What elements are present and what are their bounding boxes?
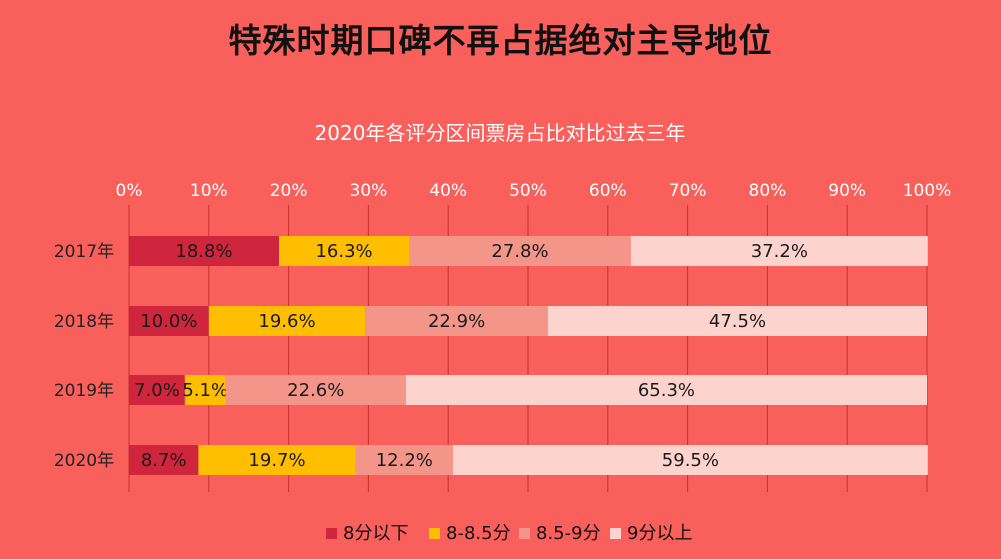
x-axis-ticks: 0% 10% 20% 30% 40% 50% 60% 70% 80% 90% 100% xyxy=(116,181,952,201)
data-label: 22.6% xyxy=(287,380,344,401)
bar-segment xyxy=(184,375,226,405)
bar-segment xyxy=(452,445,928,475)
page-title: 特殊时期口碑不再占据绝对主导地位 xyxy=(228,21,773,60)
data-label: 16.3% xyxy=(315,241,372,262)
data-label: 19.7% xyxy=(248,450,305,471)
data-label: 19.6% xyxy=(258,311,315,332)
bars: 18.8% 16.3% 27.8% 37.2% 10.0% 19.6% 22.9% 47.5%… xyxy=(129,236,928,475)
data-label: 5.1% xyxy=(182,380,228,401)
category-label: 2018年 xyxy=(54,312,114,332)
bar-segment xyxy=(198,445,356,475)
data-label: 12.2% xyxy=(376,450,433,471)
category-label: 2020年 xyxy=(54,451,114,471)
chart-title: 2020年各评分区间票房占比对比过去三年 xyxy=(315,121,686,145)
data-label: 10.0% xyxy=(140,311,197,332)
data-label: 22.9% xyxy=(428,311,485,332)
legend-swatch xyxy=(326,528,337,539)
bar-segment xyxy=(208,306,366,336)
y-axis-categories: 2017年 2018年 2019年 2020年 xyxy=(54,242,114,471)
bar-segment xyxy=(225,375,406,405)
x-tick-label: 70% xyxy=(669,181,707,201)
x-tick-label: 0% xyxy=(116,181,143,201)
bar-segment xyxy=(365,306,548,336)
bar-segment xyxy=(129,375,185,405)
x-tick-label: 100% xyxy=(903,181,952,201)
legend-label: 8-8.5分 xyxy=(446,523,511,544)
x-tick-label: 40% xyxy=(429,181,467,201)
bar-segment xyxy=(547,306,927,336)
x-tick-label: 50% xyxy=(509,181,547,201)
x-tick-label: 60% xyxy=(589,181,627,201)
legend-label: 9分以上 xyxy=(627,523,692,544)
legend-swatch xyxy=(519,528,530,539)
bar-segment xyxy=(405,375,927,405)
bar-segment xyxy=(279,236,410,266)
bar-segment xyxy=(355,445,453,475)
data-label: 8.7% xyxy=(141,450,187,471)
data-label: 47.5% xyxy=(709,311,766,332)
bar-segment xyxy=(129,306,209,336)
x-tick-label: 90% xyxy=(828,181,866,201)
x-tick-label: 20% xyxy=(270,181,308,201)
bar-segment xyxy=(129,236,280,266)
data-label: 37.2% xyxy=(751,241,808,262)
bar-segment xyxy=(129,445,199,475)
legend-swatch xyxy=(429,528,440,539)
data-label: 59.5% xyxy=(662,450,719,471)
x-tick-label: 10% xyxy=(190,181,228,201)
legend-swatch xyxy=(610,528,621,539)
data-label: 7.0% xyxy=(134,380,180,401)
x-tick-label: 80% xyxy=(749,181,787,201)
x-tick-label: 30% xyxy=(350,181,388,201)
data-label: 27.8% xyxy=(491,241,548,262)
bar-segment xyxy=(630,236,928,266)
category-label: 2019年 xyxy=(54,381,114,401)
legend-label: 8分以下 xyxy=(343,523,408,544)
legend-label: 8.5-9分 xyxy=(536,523,601,544)
bar-segment xyxy=(409,236,631,266)
legend: 8分以下 8-8.5分 8.5-9分 9分以上 xyxy=(326,523,692,544)
data-label: 18.8% xyxy=(175,241,232,262)
data-label: 65.3% xyxy=(638,380,695,401)
category-label: 2017年 xyxy=(54,242,114,262)
